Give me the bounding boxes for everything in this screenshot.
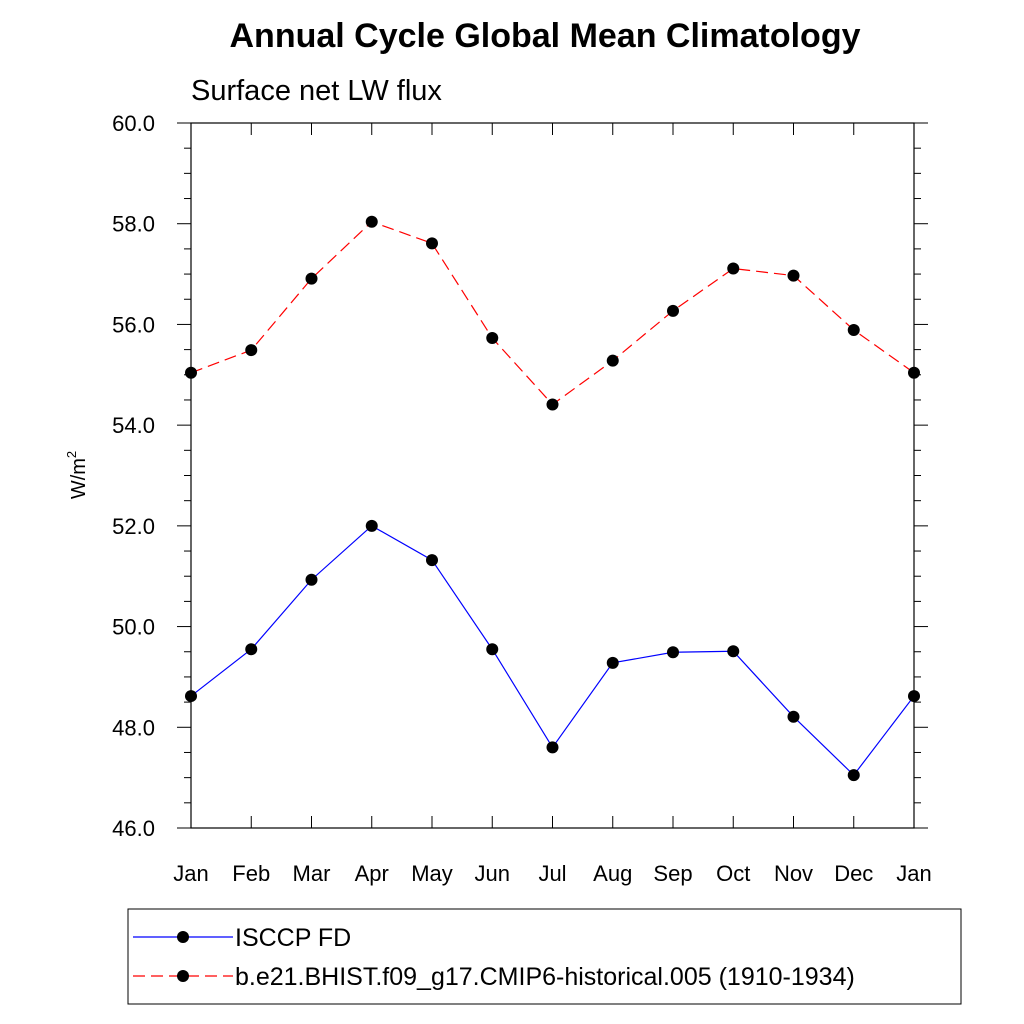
y-tick-label: 56.0 [112,312,155,337]
x-tick-label: Nov [774,861,813,886]
x-tick-label: Jan [896,861,931,886]
legend-items: ISCCP FD b.e21.BHIST.f09_g17.CMIP6-histor… [133,924,855,991]
x-tick-label: Jan [173,861,208,886]
data-point [546,741,559,754]
data-point [185,690,197,703]
series-layer [185,215,920,782]
y-axis-label-unit: W/m [68,458,90,499]
series-line [190,525,915,777]
x-axis-ticks: Jan Feb Mar Apr May Jun Jul Aug Sep Oct Nov Dec Jan [173,123,932,886]
y-tick-label: 46.0 [112,816,155,841]
x-tick-label: Feb [232,861,270,886]
y-tick-label: 54.0 [112,413,155,438]
y-tick-label: 48.0 [112,715,155,740]
y-axis-label: W/m2 [64,451,90,499]
data-point [908,690,920,703]
legend-box [127,908,962,1005]
data-point [727,645,740,658]
data-point [847,323,860,336]
x-tick-label: Aug [593,861,632,886]
data-point [667,646,679,659]
data-point [667,304,679,317]
data-point [185,366,197,379]
y-tick-label: 60.0 [112,111,155,136]
data-point [606,354,619,367]
legend-label: b.e21.BHIST.f09_g17.CMIP6-historical.005… [235,963,855,991]
x-tick-label: Apr [355,861,389,886]
y-tick-label: 52.0 [112,514,155,539]
data-point [245,643,258,656]
legend: ISCCP FD b.e21.BHIST.f09_g17.CMIP6-histor… [127,908,962,1005]
legend-item-0: ISCCP FD [133,924,351,952]
data-point [546,398,559,411]
legend-label: ISCCP FD [235,924,351,952]
y-tick-label: 58.0 [112,212,155,237]
data-point [245,344,258,357]
legend-item-1: b.e21.BHIST.f09_g17.CMIP6-historical.005… [133,963,855,991]
chart-subtitle: Surface net LW flux [191,75,442,107]
plot-area-frame [190,122,915,829]
x-tick-label: Oct [716,861,750,886]
x-tick-label: May [411,861,453,886]
y-axis-ticks: 46.0 48.0 50.0 52.0 54.0 56.0 58.0 60.0 [112,111,928,841]
series-1 [185,215,920,411]
data-point [365,519,378,532]
x-tick-label: Sep [653,861,692,886]
data-point [365,215,378,228]
data-point [847,769,860,782]
data-point [908,366,920,379]
series-line [190,221,915,406]
chart-title: Annual Cycle Global Mean Climatology [230,17,861,55]
legend-marker [177,931,189,943]
x-tick-label: Jul [538,861,566,886]
data-point [305,573,318,586]
x-tick-label: Dec [834,861,873,886]
data-point [727,262,740,275]
legend-marker [177,970,189,982]
data-point [486,643,499,656]
series-0 [185,519,920,782]
data-point [426,554,438,567]
x-tick-label: Jun [475,861,510,886]
data-point [426,237,438,250]
data-point [606,656,619,669]
data-point [486,332,499,345]
data-point [787,710,800,723]
x-tick-label: Mar [293,861,331,886]
y-tick-label: 50.0 [112,615,155,640]
y-axis-label-exponent: 2 [64,451,79,458]
data-point [305,272,318,285]
data-point [787,269,800,282]
